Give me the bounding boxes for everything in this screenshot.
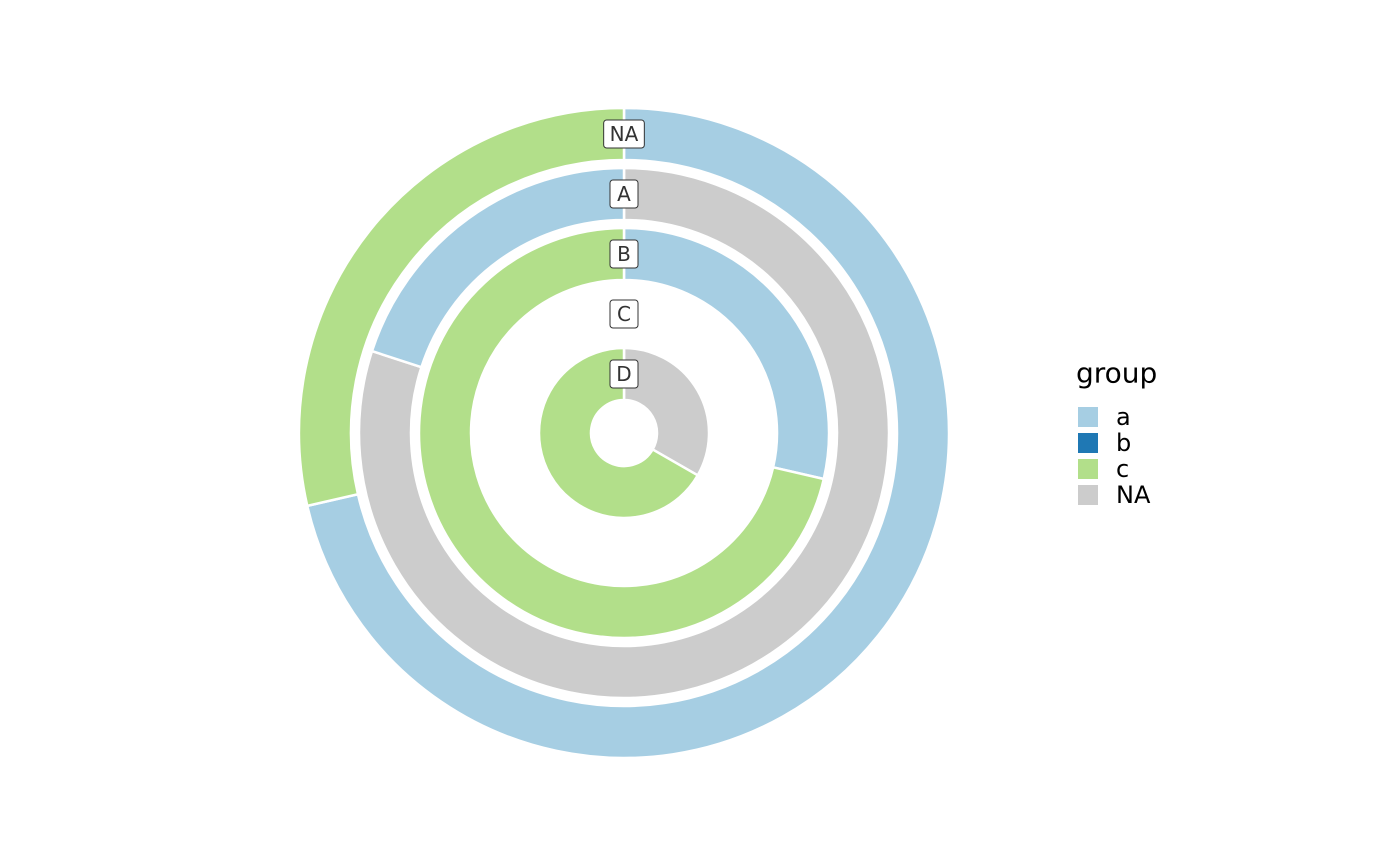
legend-key [1078,459,1098,479]
donut-segment [357,166,891,700]
donut-segment [370,166,626,369]
donut-segment [622,346,711,478]
legend-title: group [1076,357,1157,390]
ring-label-box [609,299,639,329]
ring-label-text: NA [610,122,639,146]
donut-segment [305,106,951,760]
ring-label: B [609,239,639,269]
ring-label-text: D [616,362,631,386]
ring-label-text: C [617,302,631,326]
legend-label: NA [1116,481,1151,509]
ring-label: NA [603,119,645,149]
ring-label-box [603,119,645,149]
ring-label-box [609,179,639,209]
donut-segment [537,346,700,520]
donut-segment [297,106,626,508]
legend-label: a [1116,403,1131,431]
legend-key [1078,433,1098,453]
ring-label-text: B [617,242,631,266]
ring-label-text: A [617,182,631,206]
legend-key [1078,407,1098,427]
legend-label: b [1116,429,1131,457]
donut-segment [417,226,826,640]
ring-label: C [609,299,639,329]
ring-label: A [609,179,639,209]
ring-label-box [609,359,639,389]
ring-label: D [609,359,639,389]
legend-key [1078,485,1098,505]
legend-label: c [1116,455,1129,483]
ring-label-box [609,239,639,269]
